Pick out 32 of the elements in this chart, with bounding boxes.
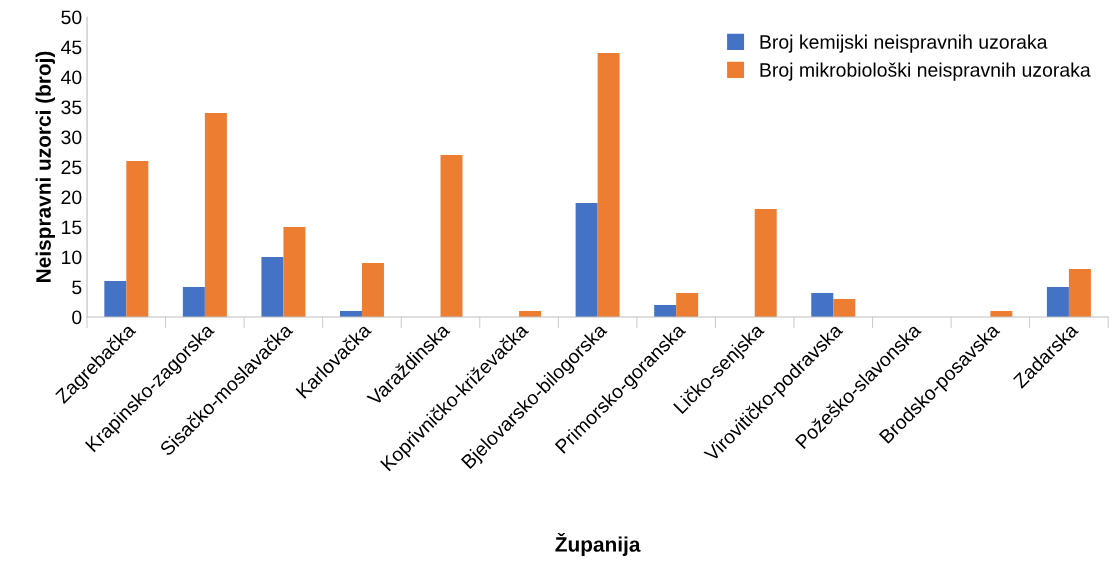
y-tick-label: 0: [72, 310, 82, 325]
y-tick-label: 25: [61, 160, 82, 175]
y-tick-label: 40: [61, 70, 82, 85]
bar: [654, 304, 677, 317]
bar: [575, 202, 598, 317]
bar: [204, 112, 227, 317]
bar: [811, 292, 834, 317]
bar: [104, 280, 127, 317]
y-tick-label: 10: [62, 250, 82, 265]
y-axis-title: Neispravni uzorci (broj): [35, 51, 56, 282]
y-tick-label: 15: [62, 220, 82, 235]
y-tick-label: 45: [61, 40, 82, 55]
bar: [676, 292, 699, 317]
y-tick-label: 30: [61, 130, 82, 145]
bar: [126, 160, 149, 317]
y-tick-label: 35: [61, 100, 82, 115]
bar: [440, 154, 463, 317]
y-tick-label: 20: [61, 190, 82, 205]
bar: [261, 256, 284, 317]
y-tick-label: 5: [72, 280, 82, 295]
bar: [182, 286, 205, 317]
legend-label: Broj mikrobiološki neispravnih uzoraka: [760, 62, 1091, 81]
bar: [597, 52, 620, 317]
bar: [833, 298, 856, 317]
bar: [283, 226, 306, 317]
bar: [1068, 268, 1091, 317]
y-tick-label: 50: [61, 10, 82, 25]
bar: [754, 208, 777, 317]
legend-label: Broj kemijski neispravnih uzoraka: [760, 34, 1048, 53]
bar: [1046, 286, 1069, 317]
x-axis-title: Županija: [555, 532, 641, 556]
bar: [361, 262, 384, 317]
